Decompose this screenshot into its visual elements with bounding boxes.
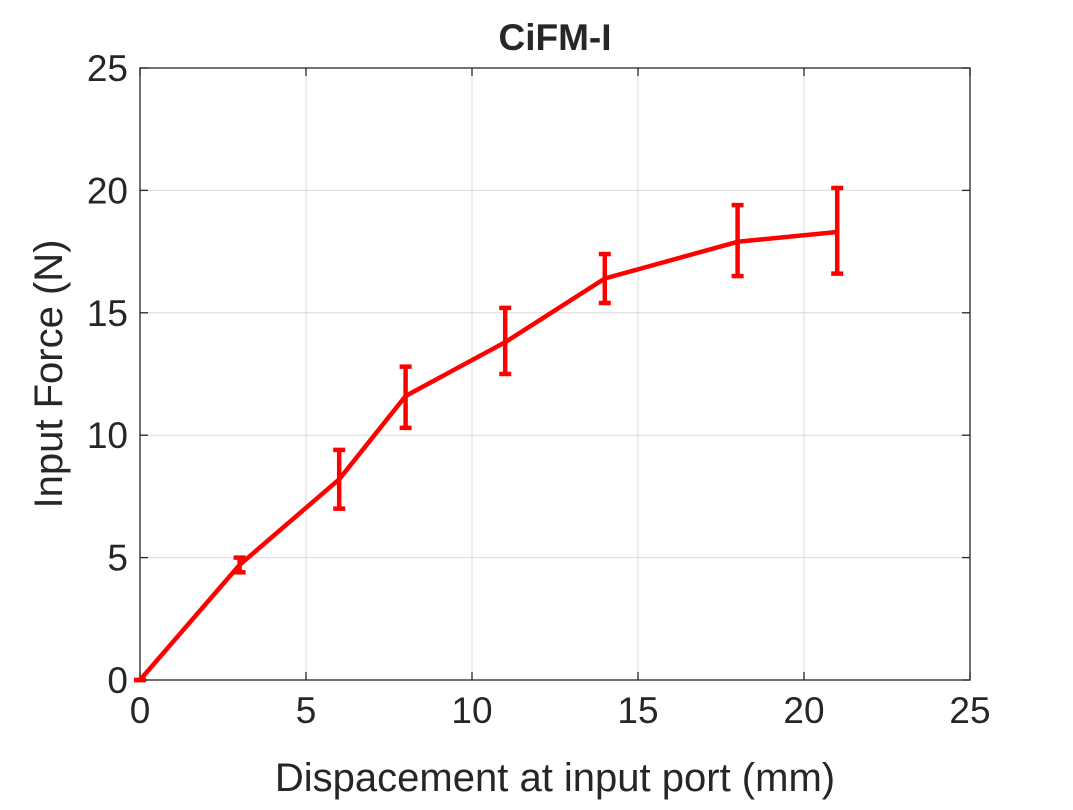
y-tick-label: 20 (87, 170, 128, 211)
chart-title: CiFM-I (498, 17, 611, 58)
y-tick-label: 0 (107, 660, 128, 701)
y-tick-label: 5 (107, 538, 128, 579)
plot-background (140, 68, 970, 680)
x-tick-label: 0 (130, 690, 151, 731)
x-tick-label: 15 (617, 690, 658, 731)
y-tick-label: 25 (87, 48, 128, 89)
y-axis-label: Input Force (N) (27, 240, 71, 509)
y-tick-label: 15 (87, 293, 128, 334)
x-tick-label: 10 (451, 690, 492, 731)
x-tick-label: 25 (949, 690, 990, 731)
y-tick-label: 10 (87, 415, 128, 456)
x-tick-label: 20 (783, 690, 824, 731)
x-tick-label: 5 (296, 690, 317, 731)
x-axis-label: Dispacement at input port (mm) (275, 756, 835, 800)
